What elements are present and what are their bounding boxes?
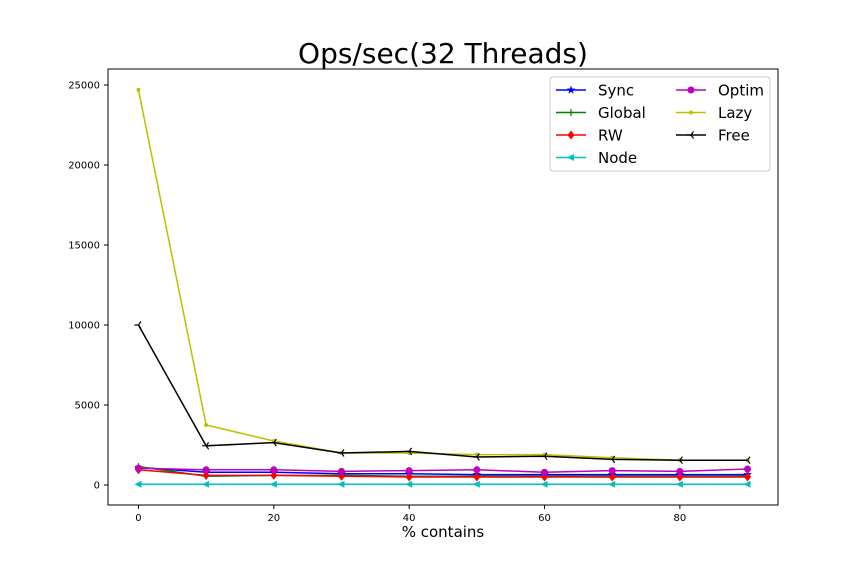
legend-label: Free (718, 127, 750, 145)
legend-marker (687, 86, 695, 94)
legend-marker (567, 154, 574, 161)
x-axis-label: % contains (402, 523, 485, 541)
legend-entry-node: Node (556, 149, 637, 167)
data-point-optim (541, 468, 549, 476)
data-point-free (540, 452, 548, 461)
legend-entry-optim: Optim (676, 82, 764, 100)
legend-label: Lazy (718, 104, 752, 122)
y-tick-label: 15000 (68, 241, 100, 252)
data-point-node (337, 480, 345, 488)
data-point-optim (405, 467, 413, 475)
data-point-optim (676, 467, 684, 475)
data-point-free (202, 441, 210, 450)
data-point-optim (270, 466, 278, 474)
x-tick-label: 80 (674, 513, 687, 524)
data-point-free (472, 453, 480, 461)
legend-entry-free: Free (676, 127, 750, 145)
series-line-sync (138, 466, 748, 476)
data-point-node (675, 480, 683, 488)
legend-marker (687, 131, 694, 139)
data-point-optim (202, 466, 210, 474)
y-axis-ticks: 0 5000 10000 15000 20000 25000 (68, 81, 108, 492)
legend-entry-global: Global (556, 104, 646, 122)
legend-label: Sync (598, 82, 634, 100)
legend-label: RW (598, 127, 623, 145)
data-point-free (608, 455, 616, 464)
data-point-rw (608, 472, 616, 482)
legend: Sync Global RW Node Optim Lazy Free (549, 76, 771, 172)
series-free (134, 321, 751, 465)
data-point-lazy (204, 423, 209, 427)
data-point-free (337, 449, 345, 457)
data-point-lazy (136, 87, 141, 92)
data-point-free (269, 438, 277, 447)
plot-frame (107, 68, 779, 506)
data-point-rw (744, 472, 752, 482)
legend-label: Global (598, 104, 646, 122)
data-point-node (405, 480, 413, 488)
data-point-optim (337, 467, 345, 475)
data-point-rw (202, 470, 210, 480)
legend-entry-sync: Sync (556, 82, 634, 100)
chart-title: Ops/sec(32 Threads) (298, 37, 588, 70)
y-tick-label: 10000 (68, 321, 100, 332)
data-point-free (743, 456, 751, 465)
data-point-node (269, 480, 277, 488)
data-point-rw (676, 472, 684, 482)
y-tick-label: 20000 (68, 161, 100, 172)
data-point-free (675, 456, 683, 465)
y-tick-label: 0 (94, 481, 100, 492)
x-tick-label: 20 (267, 513, 280, 524)
data-point-optim (473, 466, 481, 474)
legend-marker (566, 85, 576, 94)
legend-label: Optim (718, 82, 764, 100)
data-point-node (608, 480, 616, 488)
series-optim (134, 464, 752, 476)
series-line-rw (138, 469, 748, 478)
data-point-free (134, 321, 142, 329)
legend-marker (567, 109, 575, 116)
series-line-optim (138, 467, 748, 473)
legend-entry-rw: RW (556, 127, 623, 145)
legend-box (549, 76, 771, 172)
x-axis-ticks: 0 20 40 60 80 (135, 505, 686, 524)
data-point-free (405, 447, 413, 456)
data-point-optim (744, 465, 752, 473)
y-tick-label: 5000 (75, 401, 100, 412)
legend-entry-lazy: Lazy (676, 104, 752, 122)
y-tick-label: 25000 (68, 81, 100, 92)
data-point-node (202, 480, 210, 488)
data-point-rw (405, 472, 413, 482)
data-point-optim (608, 467, 616, 475)
x-tick-label: 40 (403, 513, 416, 524)
legend-marker (689, 110, 693, 115)
data-point-optim (134, 464, 142, 472)
data-point-rw (473, 472, 481, 482)
plot-area (134, 87, 752, 488)
legend-marker (567, 130, 575, 140)
data-point-node (540, 480, 548, 488)
series-line-free (137, 324, 748, 461)
data-point-rw (270, 470, 278, 480)
series-node (134, 480, 751, 488)
data-point-node (472, 480, 480, 488)
data-point-node (743, 480, 751, 488)
series-rw (134, 465, 752, 482)
x-tick-label: 0 (135, 513, 141, 524)
legend-label: Node (598, 149, 637, 167)
data-point-node (134, 480, 142, 488)
x-tick-label: 60 (538, 513, 551, 524)
